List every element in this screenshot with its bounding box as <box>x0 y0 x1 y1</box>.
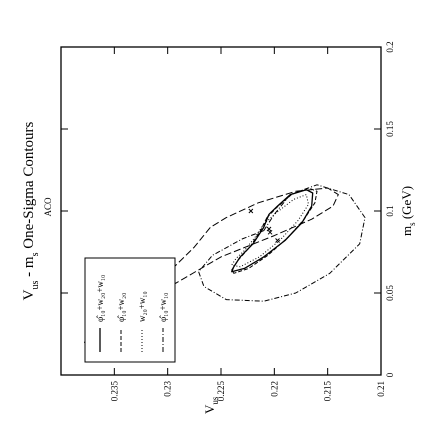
y-tick-label: 0.21 <box>376 381 386 397</box>
y-axis-label: Vus <box>202 396 220 414</box>
y-tick-label: 0.23 <box>163 381 173 397</box>
x-tick-label: 0 <box>385 372 395 377</box>
legend-entry-label: φ̂₁₀+w₁₀ <box>158 293 168 322</box>
y-tick-label: 0.215 <box>323 381 333 402</box>
x-tick-label: 0.2 <box>385 41 395 52</box>
legend-entry-label: w₂₀+w₁₀ <box>137 291 147 322</box>
y-tick-label: 0.235 <box>109 381 119 402</box>
contour-series-5 <box>84 187 339 346</box>
x-tick-label: 0.15 <box>385 121 395 137</box>
center-marker <box>275 238 280 243</box>
chart-subtitle: ACO <box>43 197 53 217</box>
legend: φ̂₁₀+w₂₀+w₁₀ φ̂₁₀+w₂₀ w₂₀+w₁₀ φ̂₁₀+w₁₀ <box>84 257 176 363</box>
y-tick-label: 0.22 <box>269 381 279 397</box>
x-tick-label: 0.1 <box>385 205 395 216</box>
contour-series-4 <box>198 184 366 302</box>
chart-title: Vus - ms One-Sigma Contours <box>21 122 41 301</box>
legend-entry-label: φ̂₁₀+w₂₀ <box>116 293 126 322</box>
x-axis-label: ms (GeV) <box>399 186 417 236</box>
center-marker <box>248 208 254 214</box>
legend-entry-label: φ̂₁₀+w₂₀+w₁₀ <box>95 275 105 322</box>
center-markers <box>248 208 280 243</box>
center-marker <box>266 226 272 232</box>
axis-tick-labels: 0 0.05 0.1 0.15 0.2 0.21 0.215 0.22 0.225 0.23 0.2… <box>109 41 395 401</box>
contour-series-2 <box>231 187 318 274</box>
x-tick-label: 0.05 <box>385 285 395 301</box>
axis-ticks <box>61 46 382 376</box>
contour-curves <box>84 184 366 346</box>
y-tick-label: 0.225 <box>216 381 226 402</box>
center-marker <box>267 229 273 235</box>
